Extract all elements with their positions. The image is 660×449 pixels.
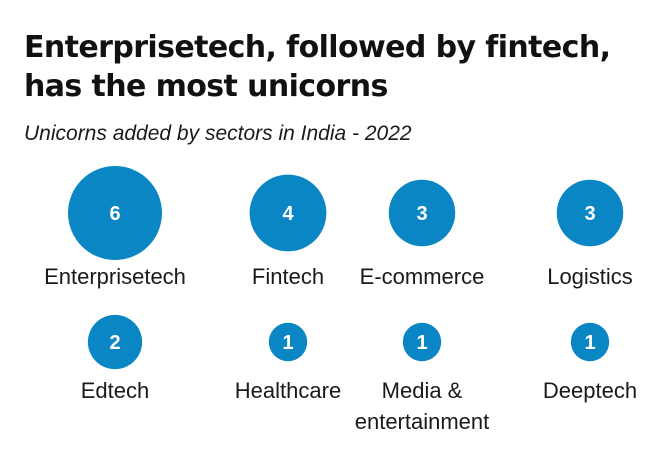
bubble-label-logistics: Logistics: [547, 264, 633, 289]
bubble-edtech: 2 Edtech: [81, 314, 150, 403]
bubble-label-e-commerce: E-commerce: [360, 264, 485, 289]
bubble-media-entertainment: 1 Media & entertainment: [355, 322, 490, 434]
bubble-circle-healthcare: [268, 322, 308, 362]
bubble-value-deeptech: 1: [584, 332, 595, 354]
bubble-value-healthcare: 1: [282, 332, 293, 354]
bubble-value-enterprisetech: 6: [109, 203, 120, 225]
bubble-label-enterprisetech: Enterprisetech: [44, 264, 186, 289]
chart-title-line-1: Enterprisetech, followed by fintech,: [24, 30, 611, 65]
bubble-label-fintech: Fintech: [252, 264, 324, 289]
bubble-label-edtech: Edtech: [81, 378, 150, 403]
bubble-value-media-entertainment: 1: [416, 332, 427, 354]
bubble-fintech: 4 Fintech: [249, 174, 327, 289]
bubble-logistics: 3 Logistics: [547, 179, 633, 289]
bubble-label-media-entertainment-line-1: Media &: [382, 378, 463, 403]
bubble-circle-e-commerce: [388, 179, 456, 247]
chart-title: Enterprisetech, followed by fintech, has…: [24, 28, 644, 106]
bubble-deeptech: 1 Deeptech: [543, 322, 637, 403]
bubble-circle-deeptech: [570, 322, 610, 362]
bubble-value-e-commerce: 3: [416, 203, 427, 225]
bubble-circle-fintech: [249, 174, 327, 252]
bubble-value-fintech: 4: [282, 203, 294, 225]
bubble-value-edtech: 2: [109, 332, 120, 354]
bubble-circle-edtech: [87, 314, 143, 370]
chart-subtitle: Unicorns added by sectors in India - 202…: [24, 122, 412, 145]
bubble-circle-media-entertainment: [402, 322, 442, 362]
bubble-healthcare: 1 Healthcare: [235, 322, 341, 403]
bubble-label-media-entertainment-line-2: entertainment: [355, 409, 490, 434]
bubble-enterprisetech: 6 Enterprisetech: [44, 166, 186, 289]
bubble-circle-enterprisetech: [68, 166, 162, 260]
bubble-circle-logistics: [556, 179, 624, 247]
bubble-label-healthcare: Healthcare: [235, 378, 341, 403]
bubble-label-deeptech: Deeptech: [543, 378, 637, 403]
bubble-value-logistics: 3: [584, 203, 595, 225]
chart-title-line-2: has the most unicorns: [24, 69, 388, 104]
bubble-e-commerce: 3 E-commerce: [360, 179, 485, 289]
